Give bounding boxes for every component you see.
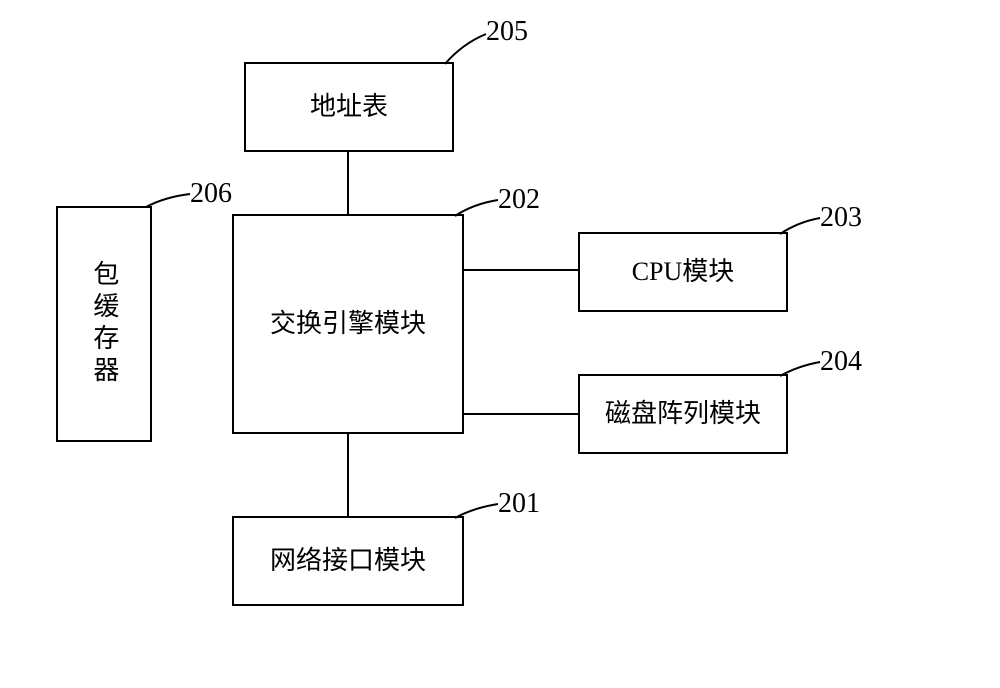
label-205: 205 [486,16,528,48]
box-address-table-label: 地址表 [310,90,388,124]
box-switch-engine-label: 交换引擎模块 [270,307,426,341]
conn-switch-to-disk [464,413,578,415]
box-cpu-module-label: CPU模块 [632,255,735,289]
box-packet-buffer: 包缓存器 [56,206,152,442]
conn-switch-to-netif [347,434,349,516]
box-packet-buffer-label: 包缓存器 [87,260,121,388]
label-201: 201 [498,488,540,520]
label-206: 206 [190,178,232,210]
box-network-interface-module-label: 网络接口模块 [270,544,426,578]
conn-switch-to-cpu [464,269,578,271]
box-disk-array-module: 磁盘阵列模块 [578,374,788,454]
label-202: 202 [498,184,540,216]
box-cpu-module: CPU模块 [578,232,788,312]
box-address-table: 地址表 [244,62,454,152]
label-204: 204 [820,346,862,378]
box-disk-array-module-label: 磁盘阵列模块 [605,397,761,431]
label-203: 203 [820,202,862,234]
box-switch-engine: 交换引擎模块 [232,214,464,434]
box-network-interface-module: 网络接口模块 [232,516,464,606]
conn-addr-to-switch [347,152,349,214]
